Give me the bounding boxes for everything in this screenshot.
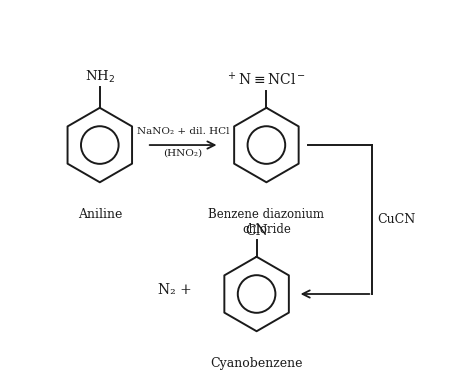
Text: CuCN: CuCN [377,213,415,226]
Text: NaNO₂ + dil. HCl: NaNO₂ + dil. HCl [137,127,229,136]
Text: NH$_2$: NH$_2$ [85,69,115,85]
Text: CN: CN [245,224,268,238]
Text: Cyanobenzene: Cyanobenzene [210,357,303,370]
Text: Aniline: Aniline [78,208,122,221]
Text: $\!^+$N$\equiv$NCl$^-$: $\!^+$N$\equiv$NCl$^-$ [228,71,305,88]
Text: Benzene diazonium
chloride: Benzene diazonium chloride [209,208,324,236]
Text: N₂ +: N₂ + [158,283,192,297]
Text: (HNO₂): (HNO₂) [164,148,203,157]
